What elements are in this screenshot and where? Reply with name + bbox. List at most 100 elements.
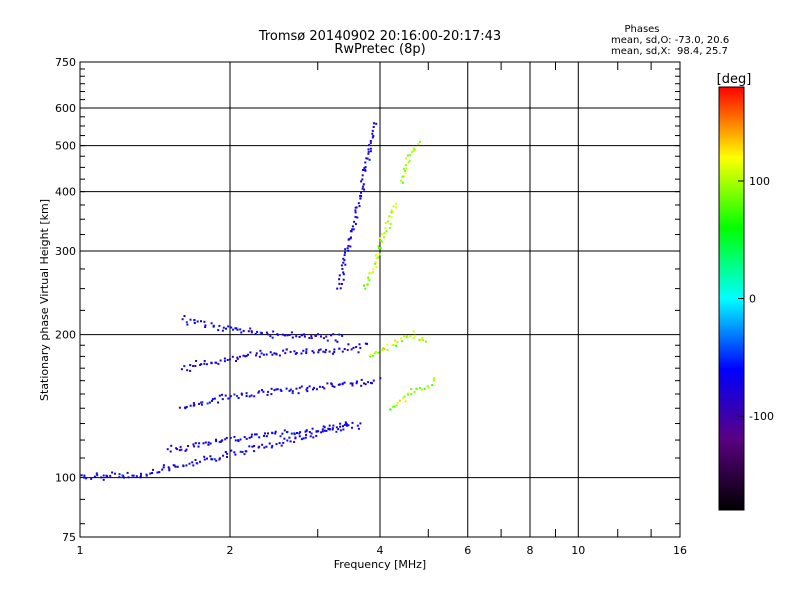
echo-point	[403, 395, 406, 398]
echo-point	[290, 331, 293, 334]
echo-point	[354, 209, 357, 212]
y-tick-label: 100	[55, 472, 76, 485]
echo-point	[274, 432, 277, 435]
echo-point	[350, 348, 353, 351]
echo-point	[360, 378, 363, 381]
echo-point	[316, 388, 318, 391]
echo-point	[412, 147, 415, 150]
echo-point	[402, 175, 405, 178]
echo-point	[391, 405, 394, 408]
echo-point	[314, 334, 317, 337]
echo-point	[427, 386, 430, 389]
echo-point	[334, 339, 337, 342]
echo-point	[348, 238, 351, 241]
echo-point	[207, 443, 210, 446]
echo-point	[259, 331, 262, 334]
echo-point	[295, 352, 298, 354]
echo-point	[245, 450, 248, 453]
echo-point	[239, 355, 241, 358]
echo-point	[357, 351, 360, 354]
echo-point	[249, 327, 252, 330]
y-tick-labels: 75 100 200 300 400 500 600 750	[55, 56, 76, 544]
echo-point	[263, 446, 266, 449]
echo-point	[284, 334, 287, 337]
echo-point	[196, 320, 199, 323]
echo-point	[239, 328, 242, 331]
echo-point	[221, 329, 224, 332]
echo-point	[349, 382, 352, 385]
echo-point	[258, 436, 261, 439]
echo-point	[338, 383, 341, 386]
echo-point	[338, 274, 341, 277]
echo-point	[342, 428, 345, 431]
echo-point	[265, 435, 268, 438]
echo-point	[262, 353, 265, 356]
echo-point	[218, 440, 221, 443]
echo-point	[335, 426, 338, 429]
echo-point	[326, 339, 329, 342]
echo-point	[208, 401, 211, 404]
echo-point	[351, 382, 354, 385]
echo-point	[222, 326, 225, 329]
echo-point	[402, 397, 405, 400]
echo-point	[379, 239, 382, 242]
echo-point	[322, 350, 325, 353]
echo-point	[369, 355, 372, 358]
echo-point	[341, 334, 344, 337]
echo-point	[206, 457, 208, 460]
echo-point	[290, 432, 293, 435]
echo-point	[135, 475, 138, 478]
echo-point	[184, 449, 187, 452]
echo-point	[200, 320, 202, 323]
echo-point	[418, 140, 421, 143]
echo-point	[342, 257, 345, 260]
echo-point	[389, 223, 392, 225]
echo-point	[305, 348, 308, 351]
echo-point	[184, 406, 187, 409]
echo-point	[381, 241, 384, 244]
echo-point	[371, 382, 373, 385]
echo-point	[250, 331, 253, 334]
echo-point	[367, 148, 370, 151]
echo-point	[391, 344, 394, 347]
echo-point	[357, 202, 360, 205]
echo-point	[245, 395, 248, 397]
echo-point	[231, 355, 234, 358]
echo-point	[359, 422, 362, 425]
echo-point	[372, 135, 375, 137]
echo-point	[420, 338, 423, 341]
echo-point	[170, 444, 173, 447]
echo-point	[384, 227, 387, 230]
echo-point	[357, 427, 360, 430]
echo-point	[432, 379, 435, 382]
echo-point	[378, 237, 381, 240]
echo-point	[331, 427, 334, 430]
echo-point	[241, 393, 243, 396]
echo-point	[367, 278, 370, 281]
echo-point	[364, 287, 367, 290]
echo-point	[100, 476, 103, 479]
echo-point	[310, 335, 313, 338]
echo-point	[83, 474, 86, 477]
echo-point	[254, 433, 256, 436]
echo-point	[360, 384, 363, 387]
echo-point	[255, 354, 257, 357]
echo-point	[279, 388, 282, 391]
echo-point	[422, 339, 425, 342]
echo-point	[318, 385, 321, 388]
echo-point	[374, 262, 377, 265]
echo-point	[295, 387, 298, 390]
echo-point	[363, 188, 366, 191]
echo-point	[331, 428, 334, 431]
echo-point	[310, 432, 313, 435]
echo-point	[375, 254, 378, 256]
echo-point	[298, 386, 301, 389]
echo-point	[364, 342, 367, 345]
echo-point	[320, 431, 323, 434]
y-tick-label: 200	[55, 329, 76, 342]
echo-point	[349, 245, 352, 248]
echo-point	[178, 449, 181, 452]
echo-point	[180, 448, 183, 451]
echo-point	[218, 458, 221, 461]
echo-point	[203, 455, 206, 458]
